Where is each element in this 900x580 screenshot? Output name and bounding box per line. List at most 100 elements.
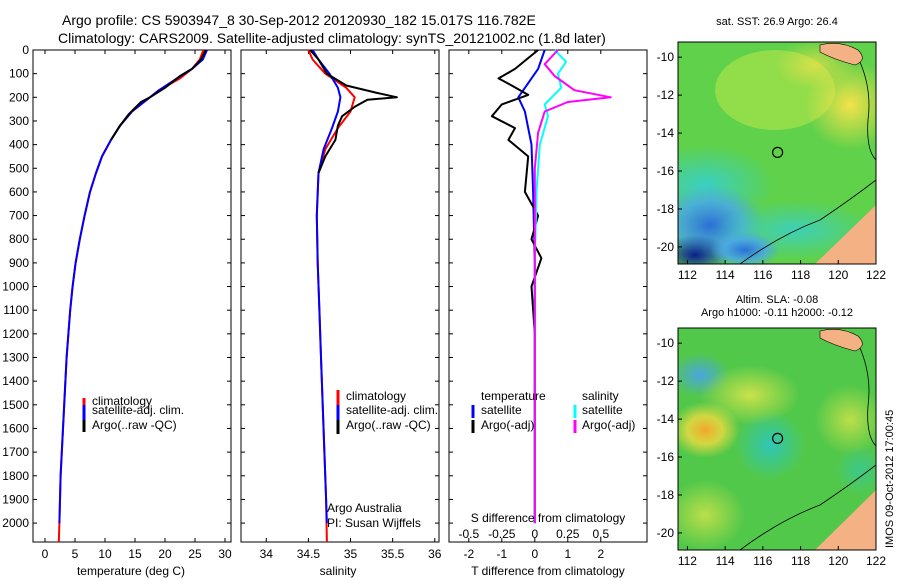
top-tick-label: 0.25 [556,527,580,541]
legend-label-salinity: salinity [582,389,619,403]
sst-map-frame [677,41,877,265]
map-x-tick-label: 112 [678,554,697,568]
y-tick-label: 300 [9,114,29,128]
y-tick-label: 1900 [2,492,29,506]
map-y-tick-label: -12 [657,88,675,102]
x-tick-label: 10 [98,547,112,561]
map-y-tick-label: -18 [657,488,675,502]
map-y-tick-label: -14 [657,412,675,426]
y-tick-label: 1000 [2,280,29,294]
y-tick-label: 200 [9,90,29,104]
map-x-tick-label: 112 [678,268,697,282]
map-x-tick-label: 114 [716,268,735,282]
map-x-tick-label: 122 [866,554,886,568]
y-tick-label: 2000 [2,516,29,530]
series-line-argo-raw-qc [309,49,398,174]
map-y-tick-label: -16 [657,164,675,178]
y-tick-label: 1800 [2,469,29,483]
y-tick-label: 1300 [2,351,29,365]
top-tick-label: 0 [531,527,538,541]
sla-map: Altim. SLA: -0.08 Argo h1000: -0.11 h200… [657,294,887,568]
x-tick-label: 35.5 [381,547,405,561]
series-line-salinity-argo-adj [533,49,612,524]
temperature-panel: 0100200300400500600700800900100011001200… [2,43,232,578]
salinity-panel: 34 34.5 35 35.5 36 salinity climatology sate… [240,49,442,578]
argo-float-marker [772,146,784,158]
legend-label-temp-argo: Argo(-adj) [481,418,534,432]
map-x-tick-label: 120 [828,268,848,282]
series-line-argo-raw-qc [110,49,207,141]
legend-label-climatology: climatology [92,394,152,408]
map-y-tick-label: -20 [657,526,675,540]
map-y-tick-label: -10 [657,336,675,350]
figure-title: Argo profile: CS 5903947_8 30-Sep-2012 2… [62,12,536,28]
map-x-tick-label: 118 [791,554,810,568]
sla-map-land-south [815,490,876,550]
map-x-tick-label: 118 [791,268,810,282]
x-tick-label: 0 [531,547,538,561]
legend-label-temp-satellite: satellite [481,403,522,417]
salinity-axes [240,49,440,543]
x-tick-label: 2 [597,547,604,561]
map-y-tick-label: -16 [657,450,675,464]
y-tick-label: 900 [9,256,29,270]
y-tick-label: 1200 [2,327,29,341]
difference-axes [448,49,648,543]
map-y-tick-label: -18 [657,202,675,216]
legend-label-argo: Argo(..raw -QC) [346,418,431,432]
legend-label-climatology: climatology [346,389,406,403]
y-tick-label: 800 [9,232,29,246]
x-tick-label: 30 [218,547,232,561]
x-tick-label: -1 [496,547,507,561]
sst-map-field [678,42,876,264]
sla-map-title-line2: Argo h1000: -0.11 h2000: -0.12 [701,307,853,319]
sla-map-bathymetry [739,464,876,550]
map-y-tick-label: -20 [657,240,675,254]
x-tick-label: 0 [42,547,49,561]
y-tick-label: 1600 [2,421,29,435]
map-x-tick-label: 116 [753,554,772,568]
x-tick-label: 20 [158,547,172,561]
y-tick-label: 100 [9,67,29,81]
x-tick-label: 35 [344,547,358,561]
series-line-temperature-argo-adj [490,49,543,524]
map-y-tick-label: -12 [657,374,675,388]
difference-xlabel: T difference from climatology [471,564,625,578]
sla-map-frame [677,327,877,551]
legend-label-satellite: satellite-adj. clim. [346,403,438,417]
argo-float-marker [772,432,784,444]
footer-stamp: IMOS 09-Oct-2012 17:00:45 [884,410,896,548]
legend-label-satellite: satellite-adj. clim. [92,403,184,417]
sst-map-title: sat. SST: 26.9 Argo: 26.4 [716,16,838,28]
map-x-tick-label: 122 [866,268,886,282]
sla-map-field [678,328,876,550]
sla-map-title-line1: Altim. SLA: -0.08 [736,294,819,306]
difference-legend: temperature satellite Argo(-adj) salinit… [471,389,635,433]
salinity-annotation-line1: Argo Australia [327,501,402,515]
map-x-tick-label: 116 [753,268,772,282]
salinity-annotation-line2: PI: Susan Wijffels [327,516,421,530]
legend-label-argo: Argo(..raw -QC) [92,418,177,432]
x-tick-label: 5 [72,547,79,561]
sst-map-land-north [819,43,863,66]
top-tick-label: -0.25 [488,527,516,541]
x-tick-label: 34 [260,547,274,561]
salinity-legend: climatology satellite-adj. clim. Argo(..… [336,389,438,434]
map-y-tick-label: -14 [657,126,675,140]
y-tick-label: 1700 [2,445,29,459]
sst-map-bathymetry [739,179,876,264]
sst-map-land-south [815,205,876,264]
difference-panel: -2 -1 0 1 2 -0.5 -0.25 0 0.25 0.5 S difference fr… [448,49,648,578]
x-tick-label: -2 [463,547,474,561]
x-tick-label: 34.5 [297,547,321,561]
y-tick-label: 0 [22,43,29,57]
map-x-tick-label: 114 [716,554,735,568]
y-tick-label: 700 [9,209,29,223]
salinity-xlabel: salinity [320,564,357,578]
map-y-tick-label: -10 [657,50,675,64]
temperature-xlabel: temperature (deg C) [77,564,185,578]
temperature-axes [32,49,232,543]
top-tick-label: 0.5 [592,527,609,541]
top-tick-label: -0.5 [458,527,479,541]
legend-label-temperature: temperature [481,389,546,403]
